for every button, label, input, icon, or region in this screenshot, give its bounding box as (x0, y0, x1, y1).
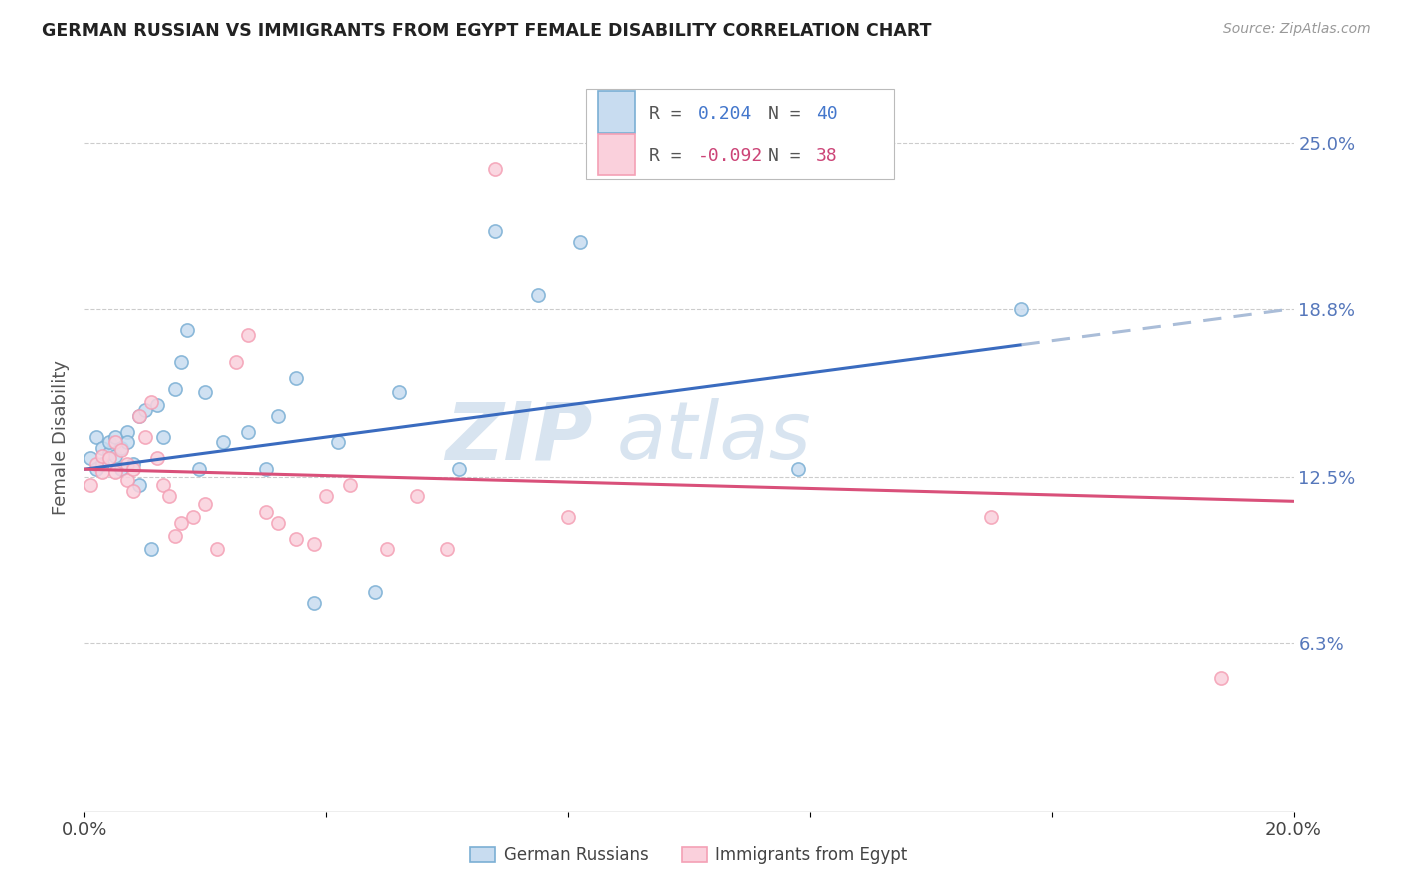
Point (86, 462, 108, 476)
Point (484, 224, 506, 238)
Point (121, 457, 143, 471)
Text: R =: R = (650, 105, 693, 123)
Point (104, 435, 127, 450)
Point (165, 529, 187, 543)
Point (115, 435, 138, 450)
Point (339, 478, 361, 492)
Point (165, 382, 187, 396)
Point (236, 328, 259, 343)
Point (79, 478, 101, 492)
Point (79, 451, 101, 466)
Point (375, 542, 398, 557)
Point (134, 403, 156, 417)
Text: 38: 38 (815, 147, 838, 165)
Point (363, 585, 385, 599)
Point (128, 409, 150, 423)
Point (157, 489, 180, 503)
Point (139, 542, 162, 557)
Point (285, 532, 308, 546)
Text: N =: N = (768, 105, 811, 123)
Point (152, 430, 174, 444)
Point (557, 510, 579, 524)
Point (254, 462, 277, 476)
Bar (599, 91, 634, 133)
Point (128, 478, 150, 492)
Point (181, 510, 204, 524)
Text: atlas: atlas (616, 398, 811, 476)
Point (121, 483, 143, 498)
Point (449, 462, 471, 476)
Point (484, 162, 506, 177)
Point (236, 425, 259, 439)
Point (1209, 671, 1232, 685)
Bar (599, 134, 634, 175)
Point (104, 465, 127, 479)
Text: N =: N = (768, 147, 811, 165)
Point (110, 443, 132, 458)
Point (115, 457, 138, 471)
Point (285, 371, 308, 385)
Point (86, 430, 108, 444)
Point (134, 430, 156, 444)
Point (315, 489, 337, 503)
Point (388, 384, 411, 399)
Text: R =: R = (650, 147, 693, 165)
Point (115, 425, 138, 439)
Point (254, 505, 277, 519)
Text: ZIP: ZIP (444, 398, 592, 476)
Text: 0.204: 0.204 (697, 105, 752, 123)
Point (302, 537, 325, 551)
Text: GERMAN RUSSIAN VS IMMIGRANTS FROM EGYPT FEMALE DISABILITY CORRELATION CHART: GERMAN RUSSIAN VS IMMIGRANTS FROM EGYPT … (42, 22, 932, 40)
Point (115, 473, 138, 487)
Point (91, 457, 114, 471)
Point (121, 462, 143, 476)
Point (110, 462, 132, 476)
Point (110, 441, 132, 455)
Point (406, 489, 429, 503)
Point (91, 441, 114, 455)
Point (267, 409, 290, 423)
Point (436, 542, 458, 557)
Text: 40: 40 (815, 105, 838, 123)
Point (97, 451, 120, 466)
Point (1011, 301, 1033, 316)
Legend: German Russians, Immigrants from Egypt: German Russians, Immigrants from Egypt (464, 839, 914, 871)
Point (170, 516, 193, 530)
Point (527, 288, 550, 302)
Point (980, 510, 1002, 524)
Point (194, 497, 217, 511)
Point (91, 465, 114, 479)
Point (97, 446, 120, 460)
Point (104, 430, 127, 444)
Point (786, 462, 808, 476)
Point (302, 596, 325, 610)
Point (104, 449, 127, 463)
Point (569, 235, 592, 249)
Point (328, 435, 350, 450)
Y-axis label: Female Disability: Female Disability (52, 359, 70, 515)
Point (146, 451, 169, 466)
Point (188, 462, 211, 476)
Point (146, 398, 169, 412)
Point (212, 435, 235, 450)
Point (128, 409, 150, 423)
Point (86, 457, 108, 471)
Point (176, 323, 198, 337)
FancyBboxPatch shape (586, 88, 894, 178)
Point (139, 395, 162, 409)
Point (194, 384, 217, 399)
Point (170, 355, 193, 369)
Point (152, 478, 174, 492)
Point (225, 355, 247, 369)
Point (267, 516, 290, 530)
Point (91, 449, 114, 463)
Text: Source: ZipAtlas.com: Source: ZipAtlas.com (1223, 22, 1371, 37)
Point (207, 542, 229, 557)
Point (97, 435, 120, 450)
Text: -0.092: -0.092 (697, 147, 762, 165)
